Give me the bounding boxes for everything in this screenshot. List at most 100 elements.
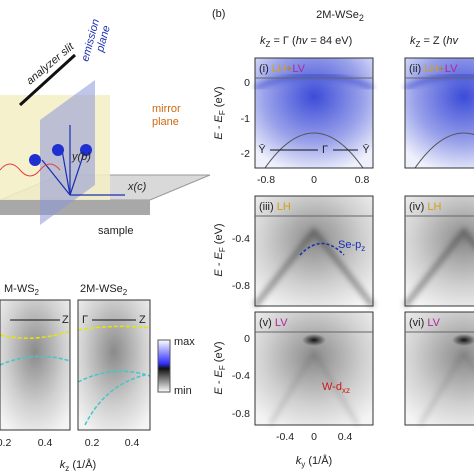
index: (i)	[259, 63, 269, 75]
x-axis-label: x(c)	[127, 181, 147, 193]
column-heading: kZ = Γ (hv = 84 eV)	[260, 35, 352, 49]
polarization: LH	[427, 201, 441, 213]
colorbar-min: min	[174, 385, 192, 397]
index: (v)	[259, 317, 272, 329]
x-label: ky (1/Å)	[296, 454, 332, 469]
emission-plane-shape	[40, 80, 95, 225]
arpes-map	[255, 312, 373, 425]
tick: 0.4	[125, 437, 140, 449]
x-tick-label: -0.4	[276, 431, 294, 443]
tick: 0.2	[0, 437, 11, 449]
sub: 2	[35, 288, 40, 297]
frame	[404, 311, 474, 426]
x-tick-label: 0.8	[355, 174, 370, 186]
colorbar-max: max	[174, 336, 195, 348]
arpes-map	[255, 196, 373, 306]
eq: = Γ (	[270, 35, 296, 47]
tick: 0.4	[38, 437, 53, 449]
band	[404, 73, 474, 90]
dashed-band	[77, 325, 151, 331]
path-label: Γ	[322, 144, 328, 156]
panel-label: (vi) LV	[409, 317, 441, 329]
frame	[77, 299, 151, 431]
spot	[302, 334, 326, 346]
slit	[18, 53, 77, 107]
y-axis-label: y(b)	[71, 151, 91, 163]
mirror-label: mirror plane	[152, 103, 181, 128]
analyzer-label: analyzer slit	[24, 40, 77, 87]
t: W-d	[322, 381, 342, 393]
mirror-word: mirror	[152, 103, 181, 115]
sub: 2	[359, 13, 364, 23]
band	[264, 132, 364, 169]
orbital-curve	[299, 242, 345, 256]
band	[253, 226, 375, 308]
sub: F	[218, 110, 227, 115]
k: k	[296, 455, 302, 467]
electron	[80, 144, 92, 156]
band	[418, 349, 474, 426]
frame	[254, 311, 374, 426]
t: Se-p	[338, 239, 361, 251]
panel-label: (i) LH+LV	[259, 63, 306, 75]
y-tick-label: -0.8	[232, 280, 250, 292]
spot	[452, 334, 474, 346]
k: k	[60, 459, 66, 471]
y-tick-label: -2	[241, 148, 250, 160]
unit: (eV)	[213, 341, 225, 365]
colorbar	[157, 339, 171, 393]
x-tick-label: 0	[311, 174, 317, 186]
title-ws2: M-WS2	[4, 283, 40, 297]
sample-edge	[0, 200, 150, 215]
polarization: LH	[424, 63, 438, 75]
sub: Z	[416, 40, 421, 49]
sample-label: sample	[98, 225, 133, 237]
hv: hv	[446, 35, 459, 47]
tick: 0.2	[85, 437, 100, 449]
y-tick-label: 0	[244, 77, 250, 89]
polarization: +	[286, 63, 292, 75]
panel-label: (v) LV	[259, 317, 288, 329]
dashed-band	[77, 370, 151, 383]
k: k	[260, 35, 266, 47]
frame	[404, 57, 474, 169]
frame	[254, 195, 374, 307]
dashed-band	[0, 330, 71, 339]
x-tick-label: 0.4	[338, 431, 353, 443]
sub: z	[361, 244, 365, 253]
t: 2M-WSe	[316, 9, 359, 21]
panel-b-title: 2M-WSe2	[316, 9, 364, 23]
polarization: LV	[292, 63, 305, 75]
y-tick-label: -0.4	[232, 370, 250, 382]
panel-a: analyzer slit emissionplane mirror plane …	[0, 18, 211, 237]
index: (vi)	[409, 317, 424, 329]
dashed-band	[0, 355, 71, 366]
title-wse2: 2M-WSe2	[80, 283, 128, 297]
frame	[404, 195, 474, 307]
unit: (eV)	[213, 86, 225, 110]
y-tick-label: 0	[244, 333, 250, 345]
y-tick-label: -0.8	[232, 408, 250, 420]
plane-word: plane	[152, 116, 179, 128]
vectors	[41, 125, 125, 196]
sub: z	[65, 464, 69, 473]
unit: (1/Å)	[305, 454, 332, 467]
polarization: LH	[272, 63, 286, 75]
e: E - E	[213, 251, 225, 276]
t: M-WS	[4, 283, 35, 295]
sub: Z	[266, 40, 271, 49]
path-label: Ȳ	[258, 144, 266, 156]
sub: 2	[123, 288, 128, 297]
dashed-band	[84, 374, 146, 426]
band	[254, 73, 374, 90]
z-label: Z	[139, 314, 146, 326]
emission-label: emissionplane	[79, 18, 113, 66]
y-label: E - EF (eV)	[213, 223, 227, 276]
index: (iv)	[409, 201, 424, 213]
orbital-label: Se-pz	[338, 239, 365, 253]
electron	[52, 144, 64, 156]
y-label: E - EF (eV)	[213, 86, 227, 139]
y-tick-label: -1	[241, 113, 250, 125]
z-label: Z	[62, 314, 69, 326]
k: k	[410, 35, 416, 47]
